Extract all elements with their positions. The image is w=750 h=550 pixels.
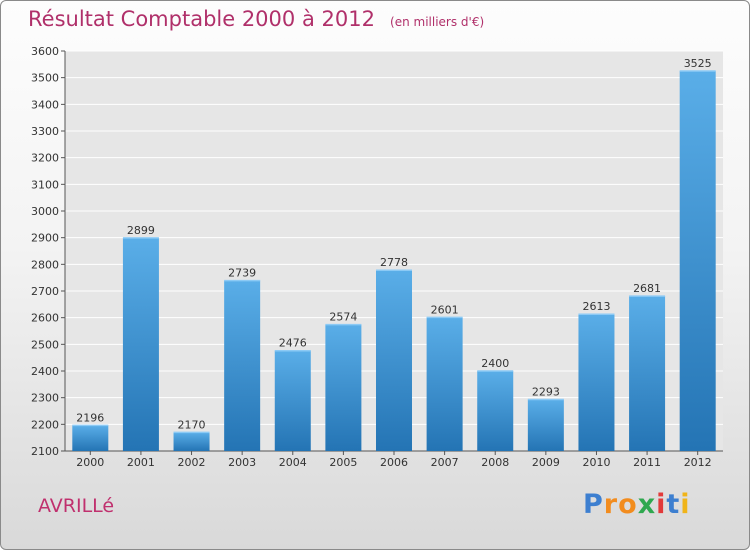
- bar-2004: [274, 350, 311, 451]
- x-tick-label-2008: 2008: [481, 456, 509, 469]
- chart-subtitle: (en milliers d'€): [390, 15, 485, 29]
- y-tick-label: 2700: [31, 285, 59, 298]
- logo-letter: i: [656, 489, 667, 520]
- value-label-2001: 2899: [127, 224, 155, 237]
- y-tick-label: 2300: [31, 392, 59, 405]
- x-tick-label-2002: 2002: [178, 456, 206, 469]
- x-tick-label-2009: 2009: [532, 456, 560, 469]
- bar-2003: [224, 280, 261, 451]
- logo-letter: t: [666, 489, 681, 520]
- brand-logo: Proxiti: [583, 489, 691, 520]
- logo-letter: x: [637, 489, 657, 520]
- bar-2002: [173, 432, 210, 451]
- bar-2011: [629, 296, 666, 451]
- y-tick-label: 2600: [31, 312, 59, 325]
- value-label-2004: 2476: [279, 337, 307, 350]
- y-tick-label: 3500: [31, 72, 59, 85]
- y-tick-label: 3200: [31, 152, 59, 165]
- value-label-2005: 2574: [329, 311, 357, 324]
- x-tick-label-2003: 2003: [228, 456, 256, 469]
- x-tick-label-2005: 2005: [329, 456, 357, 469]
- chart-title: Résultat Comptable 2000 à 2012 (en milli…: [28, 7, 484, 31]
- logo-letter: o: [618, 489, 638, 520]
- y-tick-label: 2500: [31, 338, 59, 351]
- bar-2001: [122, 237, 159, 451]
- chart-title-text: Résultat Comptable 2000 à 2012: [28, 7, 375, 31]
- bar-2005: [325, 324, 362, 451]
- value-label-2003: 2739: [228, 267, 256, 280]
- y-tick-label: 2900: [31, 232, 59, 245]
- y-tick-label: 2800: [31, 258, 59, 271]
- y-tick-label: 3400: [31, 98, 59, 111]
- x-tick-label-2006: 2006: [380, 456, 408, 469]
- y-tick-label: 3300: [31, 125, 59, 138]
- value-label-2010: 2613: [582, 300, 610, 313]
- value-label-2007: 2601: [431, 303, 459, 316]
- logo-letter: P: [583, 489, 604, 520]
- y-tick-label: 3600: [31, 45, 59, 58]
- value-label-2002: 2170: [178, 418, 206, 431]
- bar-2008: [477, 371, 514, 451]
- value-label-2000: 2196: [76, 411, 104, 424]
- x-tick-label-2010: 2010: [582, 456, 610, 469]
- y-tick-label: 3100: [31, 178, 59, 191]
- value-label-2008: 2400: [481, 357, 509, 370]
- value-label-2011: 2681: [633, 282, 661, 295]
- logo-letter: r: [603, 489, 619, 520]
- value-label-2006: 2778: [380, 256, 408, 269]
- x-tick-label-2007: 2007: [431, 456, 459, 469]
- x-tick-label-2012: 2012: [684, 456, 712, 469]
- x-tick-label-2011: 2011: [633, 456, 661, 469]
- bar-2007: [426, 317, 463, 451]
- bar-2009: [527, 399, 564, 451]
- logo-letter: i: [680, 489, 691, 520]
- x-tick-label-2004: 2004: [279, 456, 307, 469]
- y-tick-label: 2200: [31, 418, 59, 431]
- city-name: AVRILLé: [38, 495, 115, 517]
- x-tick-label-2001: 2001: [127, 456, 155, 469]
- y-tick-label: 2400: [31, 365, 59, 378]
- bar-2012: [679, 71, 716, 451]
- x-tick-label-2000: 2000: [76, 456, 104, 469]
- y-tick-label: 2100: [31, 445, 59, 458]
- bar-2006: [376, 270, 412, 451]
- bar-2010: [578, 314, 615, 451]
- bar-2000: [72, 425, 109, 451]
- y-tick-label: 3000: [31, 205, 59, 218]
- value-label-2009: 2293: [532, 386, 560, 399]
- value-label-2012: 3525: [684, 57, 712, 70]
